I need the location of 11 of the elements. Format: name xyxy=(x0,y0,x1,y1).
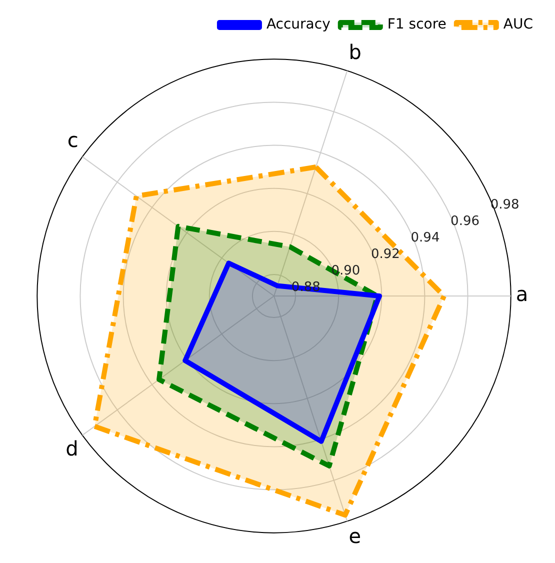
spoke-label: d xyxy=(66,436,78,460)
spoke-label: b xyxy=(348,40,362,64)
spoke-label: a xyxy=(516,282,528,306)
spoke-label: c xyxy=(67,128,78,152)
y-tick-label: 0.96 xyxy=(450,214,480,230)
legend-label: F1 score xyxy=(387,16,446,33)
legend-label: AUC xyxy=(503,16,534,33)
y-tick-label: 0.92 xyxy=(370,247,400,262)
legend-label: Accuracy xyxy=(266,16,330,33)
spoke-label: e xyxy=(348,524,362,548)
y-tick-label: 0.94 xyxy=(410,230,440,246)
